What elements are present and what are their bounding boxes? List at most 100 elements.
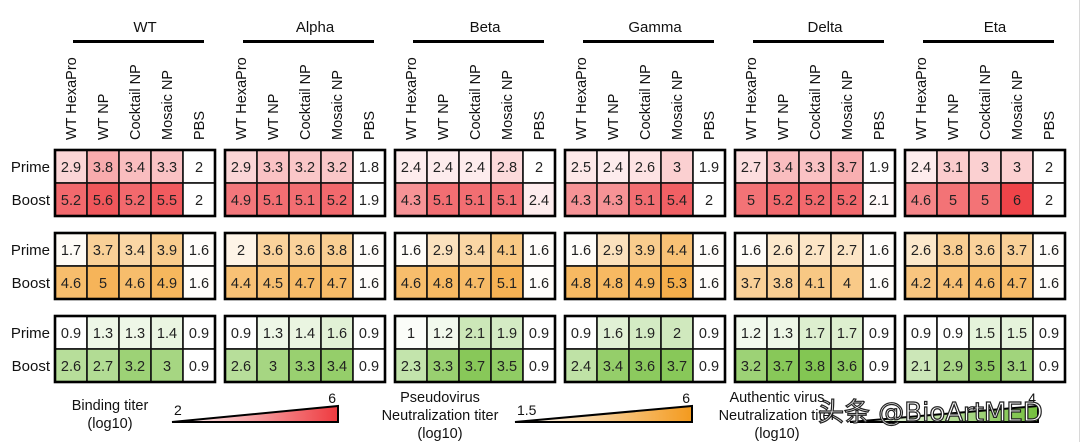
cell-value: 2.4 [401,160,421,176]
cell-value: 1.6 [189,276,209,292]
cell-value: 2 [237,243,245,259]
cell-value: 2.6 [911,243,931,259]
cell-value: 1.6 [603,326,623,342]
group-label: Mosaic NP [330,70,346,140]
cell-value: 3.1 [943,160,963,176]
cell-value: 2.9 [603,243,623,259]
group-label: WT NP [606,94,622,140]
legend-max-label: 6 [682,390,690,406]
variant-header-bar [73,40,204,43]
cell-value: 4.7 [1007,276,1027,292]
cell-value: 1.6 [571,243,591,259]
cell-value: 2.7 [93,359,113,375]
cell-value: 2.9 [943,359,963,375]
group-label: WT NP [436,94,452,140]
cell-value: 3.6 [263,243,283,259]
heatmap-cell [692,265,726,300]
cell-value: 1.8 [359,160,379,176]
cell-value: 3.7 [465,359,485,375]
cell-value: 2 [673,326,681,342]
cell-value: 5 [981,193,989,209]
group-label: Cocktail NP [978,64,994,140]
cell-value: 4.6 [975,276,995,292]
heatmap-cell [490,265,524,300]
cell-value: 5.1 [263,193,283,209]
cell-value: 1.3 [773,326,793,342]
cell-value: 2.7 [805,243,825,259]
heatmap-cell [256,149,290,184]
cell-value: 5.2 [805,193,825,209]
cell-value: 3.6 [295,243,315,259]
cell-value: 5.2 [61,193,81,209]
cell-value: 4.4 [231,276,251,292]
heatmap-cell [182,348,216,383]
heatmap-cell [904,265,938,300]
cell-value: 1.6 [327,326,347,342]
watermark: 头条 @BioArtMED [817,397,1043,428]
cell-value: 1.6 [359,243,379,259]
cell-value: 6 [1013,193,1021,209]
block-border [563,314,727,384]
cell-value: 4.7 [327,276,347,292]
cell-value: 4.2 [911,276,931,292]
legend-title: Binding titer [72,398,149,414]
cell-value: 0.9 [189,359,209,375]
group-label: Mosaic NP [670,70,686,140]
cell-value: 5.1 [295,193,315,209]
cell-value: 2.4 [603,160,623,176]
cell-value: 0.9 [529,359,549,375]
cell-value: 3 [981,160,989,176]
block-border [903,231,1067,301]
cell-value: 2.4 [529,193,549,209]
block-border [53,148,217,218]
cell-value: 3.3 [805,160,825,176]
block-border [903,314,1067,384]
heatmap-cell [660,265,694,300]
group-label: PBS [1042,111,1058,140]
cell-value: 1.2 [741,326,761,342]
heatmap-cell [224,149,258,184]
group-label: Mosaic NP [1010,70,1026,140]
cell-value: 3.4 [327,359,347,375]
cell-value: 5.6 [93,193,113,209]
variant-header: Delta [807,19,843,36]
cell-value: 0.9 [231,326,251,342]
group-label: Cocktail NP [808,64,824,140]
cell-value: 1.3 [93,326,113,342]
cell-value: 2.9 [433,243,453,259]
cell-value: 4.6 [911,193,931,209]
heatmap-cell [256,232,290,267]
block-border [733,314,897,384]
cell-value: 2.1 [465,326,485,342]
variant-header: WT [133,19,156,36]
cell-value: 4.3 [603,193,623,209]
cell-value: 5.2 [327,193,347,209]
block-border [393,148,557,218]
cell-value: 2.4 [433,160,453,176]
cell-value: 3.7 [1007,243,1027,259]
group-label: WT NP [96,94,112,140]
heatmap-cell [522,348,556,383]
cell-value: 2.6 [231,359,251,375]
heatmap-cell [692,315,726,350]
cell-value: 4.4 [943,276,963,292]
cell-value: 0.9 [869,359,889,375]
group-label: PBS [532,111,548,140]
cell-value: 4.6 [61,276,81,292]
cell-value: 4.8 [571,276,591,292]
variant-header-bar [243,40,374,43]
cell-value: 1.6 [529,243,549,259]
cell-value: 2.1 [869,193,889,209]
cell-value: 3.7 [837,160,857,176]
cell-value: 1.6 [741,243,761,259]
row-label: Boost [12,275,51,292]
cell-value: 3.7 [93,243,113,259]
variant-header-bar [413,40,544,43]
cell-value: 5 [949,193,957,209]
cell-value: 1.7 [805,326,825,342]
heatmap-cell [182,182,216,217]
cell-value: 1.6 [1039,276,1059,292]
cell-value: 2.4 [465,160,485,176]
cell-value: 4.4 [667,243,687,259]
cell-value: 2.4 [911,160,931,176]
